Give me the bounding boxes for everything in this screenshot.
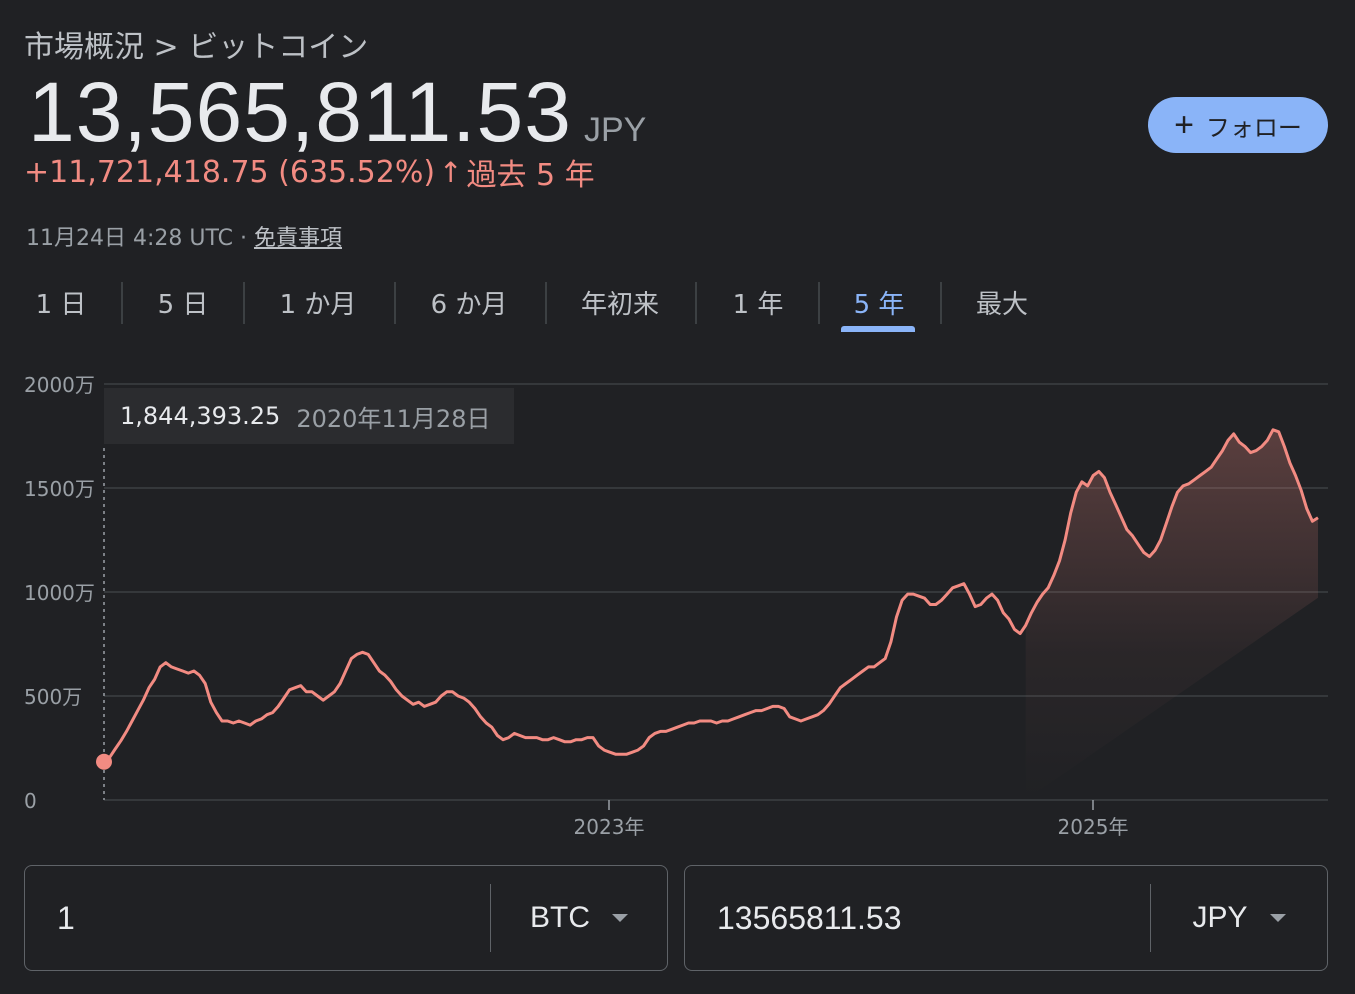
breadcrumb: 市場概況 > ビットコイン [24, 22, 368, 66]
tab-6m[interactable]: 6 か月 [430, 289, 508, 320]
hover-point [96, 753, 112, 770]
active-tab-indicator [841, 326, 915, 332]
x-tick-label: 2023年 [574, 815, 645, 839]
tab-1y[interactable]: 1 年 [732, 289, 784, 320]
breadcrumb-parent[interactable]: 市場概況 [24, 30, 144, 65]
current-price: 13,565,811.53 [28, 65, 572, 159]
price-row: 13,565,811.53 JPY [28, 64, 646, 161]
tab-ytd[interactable]: 年初来 [580, 289, 659, 320]
x-tick-label: 2025年 [1058, 815, 1129, 839]
y-tick-label: 500万 [24, 685, 82, 709]
arrow-up-icon: ↑ [439, 155, 463, 189]
to-currency-select[interactable]: JPY [1151, 866, 1327, 970]
follow-button[interactable]: + フォロー [1148, 97, 1328, 153]
y-tick-label: 1500万 [24, 477, 95, 501]
tab-divider [545, 282, 547, 324]
timestamp: 11月24日 4:28 UTC · 免責事項 [26, 220, 342, 252]
tab-divider [121, 282, 123, 324]
from-currency-label: BTC [530, 901, 590, 934]
price-chart[interactable]: 2000万 1500万 1000万 500万 0 2023年 2025年 [0, 360, 1355, 850]
tab-1m[interactable]: 1 か月 [279, 289, 357, 320]
to-currency-label: JPY [1192, 901, 1248, 934]
tab-5y[interactable]: 5 年 [853, 289, 905, 320]
timestamp-text: 11月24日 4:28 UTC · [26, 226, 254, 251]
chevron-down-icon [612, 914, 628, 922]
price-currency: JPY [583, 111, 647, 149]
tab-divider [695, 282, 697, 324]
tab-divider [818, 282, 820, 324]
tooltip-value: 1,844,393.25 [120, 402, 281, 430]
y-tick-label: 2000万 [24, 373, 95, 397]
series-line [103, 428, 1319, 763]
disclaimer-link[interactable]: 免責事項 [253, 226, 342, 251]
price-change: +11,721,418.75 (635.52%) ↑ 過去 5 年 [24, 150, 595, 194]
series-area [1025, 429, 1318, 800]
plus-icon: + [1174, 106, 1194, 144]
to-amount-input[interactable] [685, 865, 1150, 971]
converter-divider [490, 884, 491, 952]
converter-divider [1150, 884, 1151, 952]
converter-to: JPY [684, 865, 1328, 971]
chevron-down-icon [1269, 914, 1286, 922]
from-currency-select[interactable]: BTC [491, 866, 667, 970]
tab-divider [243, 282, 245, 324]
time-range-tabs: 1 日 5 日 1 か月 6 か月 年初来 1 年 5 年 最大 [0, 278, 1060, 334]
y-tick-label: 0 [24, 789, 37, 813]
tab-5d[interactable]: 5 日 [157, 289, 209, 320]
follow-button-label: フォロー [1205, 114, 1302, 142]
tooltip-date: 2020年11月28日 [296, 404, 491, 433]
breadcrumb-current: ビットコイン [188, 30, 369, 65]
tab-divider [394, 282, 396, 324]
price-change-value: +11,721,418.75 (635.52%) [24, 154, 436, 190]
converter-from: BTC [24, 865, 668, 971]
breadcrumb-separator: > [144, 30, 189, 65]
tab-max[interactable]: 最大 [975, 289, 1028, 320]
from-amount-input[interactable] [25, 865, 490, 971]
chart-tooltip: 1,844,393.25 2020年11月28日 [104, 388, 514, 444]
price-change-period: 過去 5 年 [466, 158, 595, 193]
tab-divider [940, 282, 942, 324]
tab-1d[interactable]: 1 日 [35, 289, 87, 320]
y-tick-label: 1000万 [24, 581, 95, 605]
